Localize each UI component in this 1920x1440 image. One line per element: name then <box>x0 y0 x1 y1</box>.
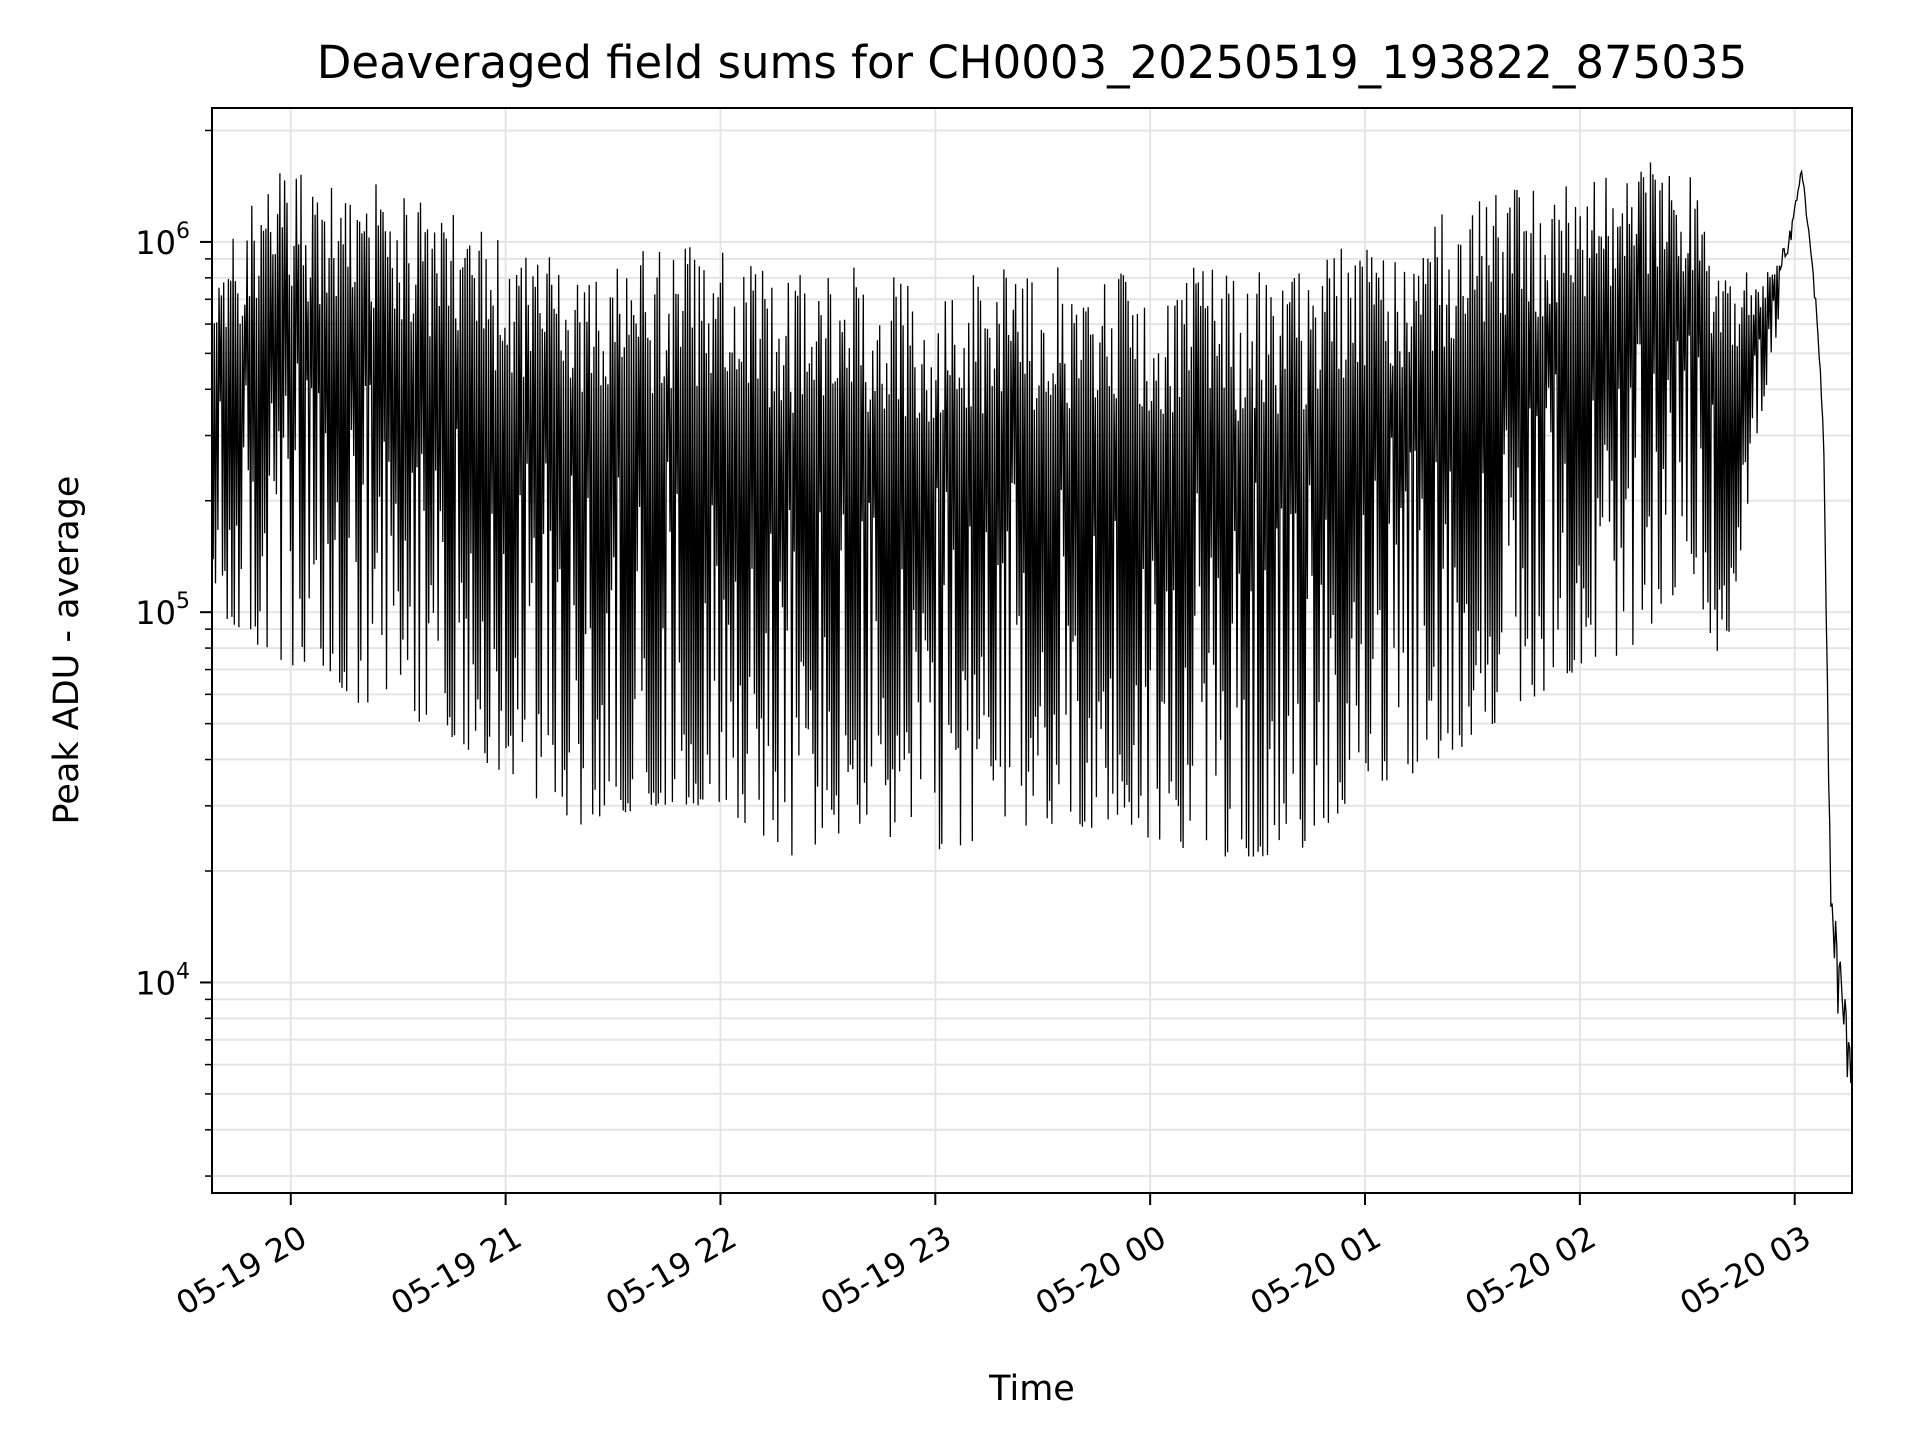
y-tick-label: 106 <box>135 219 190 262</box>
y-tick-label-exponent: 4 <box>176 959 190 984</box>
x-axis-label: Time <box>988 1369 1075 1409</box>
y-tick-label-base: 10 <box>135 594 176 632</box>
y-tick-label-base: 10 <box>135 224 176 262</box>
y-tick-label-base: 10 <box>135 964 176 1002</box>
y-tick-label: 105 <box>135 589 190 632</box>
y-axis-label: Peak ADU - average <box>47 476 87 825</box>
y-tick-label-exponent: 6 <box>176 219 190 244</box>
y-tick-label: 104 <box>135 959 190 1002</box>
chart-title: Deaveraged field sums for CH0003_2025051… <box>317 36 1747 89</box>
series-path <box>211 162 1853 1084</box>
y-tick-label-exponent: 5 <box>176 589 190 614</box>
series-line <box>211 162 1853 1084</box>
plot-frame <box>211 107 1853 1194</box>
